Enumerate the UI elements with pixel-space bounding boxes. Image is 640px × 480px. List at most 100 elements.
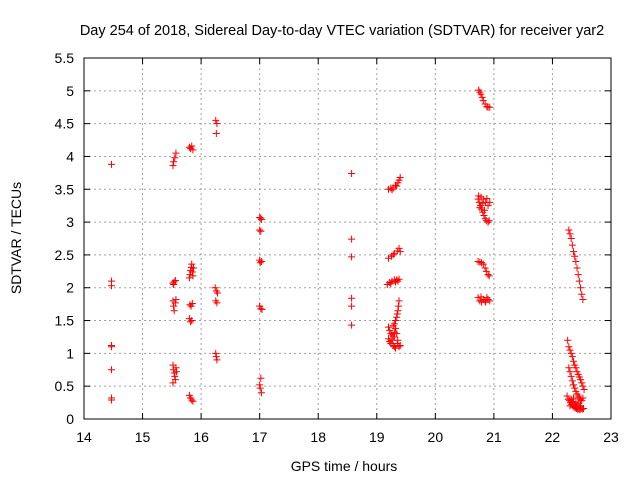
x-tick-label: 15	[135, 429, 151, 445]
data-point	[212, 116, 220, 124]
data-point	[481, 206, 489, 214]
data-point	[214, 289, 222, 297]
data-point	[486, 297, 494, 305]
data-point	[187, 318, 195, 326]
data-point	[478, 259, 486, 267]
data-point	[389, 251, 397, 259]
data-point	[567, 235, 575, 242]
data-point	[257, 215, 265, 223]
data-point	[578, 290, 586, 298]
x-tick-label: 16	[193, 429, 209, 445]
chart-title: Day 254 of 2018, Sidereal Day-to-day VTE…	[80, 23, 604, 39]
data-point	[565, 364, 573, 372]
data-point	[188, 317, 196, 325]
data-point	[392, 317, 400, 325]
y-tick-label: 4.5	[55, 116, 75, 132]
data-point	[256, 259, 264, 267]
data-point	[567, 349, 575, 357]
y-tick-label: 1.5	[55, 313, 75, 329]
data-point	[390, 333, 398, 341]
data-point	[479, 97, 487, 105]
data-point	[348, 170, 356, 178]
data-point	[211, 284, 219, 292]
data-point	[482, 267, 490, 275]
data-point	[577, 376, 585, 384]
data-point	[478, 93, 486, 101]
data-point	[564, 336, 572, 344]
data-point	[108, 366, 116, 374]
data-point	[570, 357, 578, 365]
data-point	[386, 326, 394, 334]
x-tick-label: 17	[252, 429, 268, 445]
data-point	[577, 402, 585, 410]
data-point	[572, 257, 580, 265]
data-point	[476, 258, 484, 266]
data-point	[565, 343, 573, 351]
data-point	[348, 253, 356, 261]
x-tick-label: 18	[310, 429, 326, 445]
data-point	[189, 146, 197, 154]
data-point	[573, 264, 581, 272]
data-point	[485, 272, 493, 280]
data-point	[486, 103, 494, 111]
data-point	[188, 268, 196, 276]
data-point	[388, 186, 396, 194]
data-point	[394, 336, 402, 344]
data-point	[348, 321, 356, 329]
data-point	[478, 200, 486, 208]
x-tick-label: 22	[545, 429, 561, 445]
data-point	[189, 264, 197, 272]
data-point	[188, 260, 196, 268]
data-point	[570, 248, 578, 256]
data-point	[188, 142, 196, 150]
data-point	[108, 160, 116, 168]
data-point	[474, 257, 482, 265]
data-point	[108, 396, 116, 404]
data-point	[484, 218, 492, 226]
grid-lines	[84, 58, 611, 419]
data-point	[570, 381, 578, 389]
data-point	[393, 310, 401, 318]
y-tick-label: 1	[66, 345, 74, 361]
data-point	[257, 227, 265, 235]
data-point	[212, 349, 220, 357]
y-tick-label: 5	[66, 83, 74, 99]
data-point	[387, 280, 395, 288]
data-point	[213, 356, 221, 364]
data-point	[172, 296, 180, 304]
data-point	[396, 173, 404, 181]
data-point	[257, 374, 265, 382]
data-point	[484, 202, 492, 210]
y-tick-label: 4	[66, 148, 74, 164]
data-point	[169, 379, 177, 387]
data-point	[188, 299, 196, 307]
data-point	[574, 271, 582, 279]
data-point	[348, 235, 356, 243]
y-tick-label: 2	[66, 280, 74, 296]
data-point	[256, 226, 264, 234]
y-tick-label: 3	[66, 214, 74, 230]
data-point	[213, 120, 221, 128]
data-point	[396, 248, 404, 256]
data-point	[571, 252, 579, 260]
data-point	[575, 277, 583, 285]
y-axis-label: SDTVAR / TECUs	[8, 182, 24, 294]
y-tick-label: 3.5	[55, 181, 75, 197]
data-point	[384, 323, 392, 331]
data-point	[257, 305, 265, 313]
data-point	[477, 90, 485, 98]
data-point	[575, 403, 583, 411]
data-point	[478, 205, 486, 213]
data-point	[474, 294, 482, 302]
data-points	[108, 86, 588, 414]
data-point	[212, 353, 220, 361]
data-point	[567, 372, 575, 380]
data-point	[571, 384, 579, 392]
data-point	[484, 271, 492, 279]
data-point	[170, 158, 178, 166]
data-point	[189, 272, 197, 280]
data-point	[481, 264, 489, 272]
data-point	[392, 344, 400, 352]
data-point	[171, 277, 179, 285]
